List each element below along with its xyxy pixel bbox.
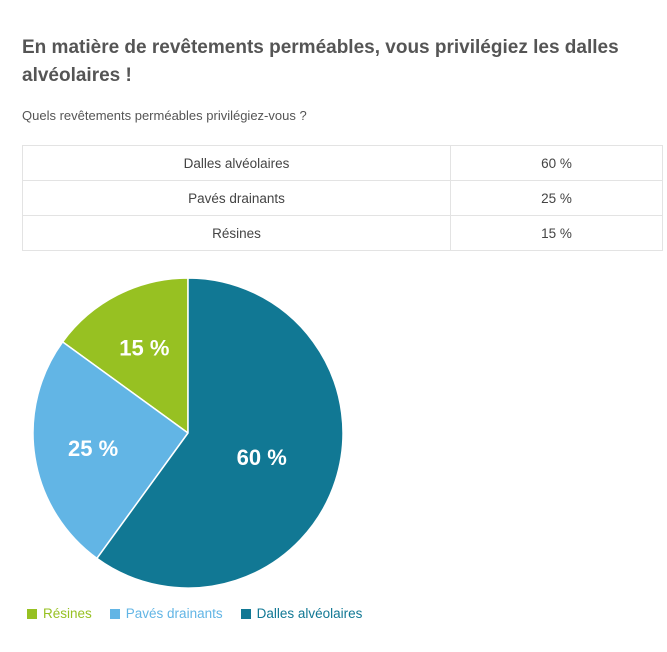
- page-title: En matière de revêtements perméables, vo…: [22, 37, 619, 86]
- legend-swatch: [109, 608, 120, 619]
- legend-item[interactable]: Résines: [27, 606, 92, 621]
- legend-item[interactable]: Dalles alvéolaires: [240, 606, 363, 621]
- legend-label: Dalles alvéolaires: [256, 606, 363, 621]
- legend-item[interactable]: Pavés drainants: [109, 606, 223, 621]
- row-label: Pavés drainants: [22, 180, 451, 216]
- pie-data-label: 60 %: [237, 445, 287, 470]
- legend-label: Résines: [43, 606, 92, 621]
- pie-data-label: 25 %: [68, 436, 118, 461]
- question-text: Quels revêtements perméables privilégiez…: [22, 108, 307, 123]
- row-label: Dalles alvéolaires: [22, 145, 451, 181]
- legend-swatch: [240, 608, 251, 619]
- pie-slice-1: [61, 277, 189, 435]
- table-row: Dalles alvéolaires 60 %: [22, 145, 663, 181]
- row-label: Résines: [22, 215, 451, 251]
- legend-swatch: [27, 608, 37, 619]
- row-value: 15 %: [450, 215, 663, 251]
- pie-slice-3: [95, 277, 344, 589]
- pie-data-label: 15 %: [119, 335, 169, 360]
- pie-chart: 15 % 25 % 60 %: [32, 277, 344, 589]
- legend-label: Pavés drainants: [125, 606, 223, 621]
- pie-slice-2: [32, 340, 190, 560]
- results-table: Dalles alvéolaires 60 % Pavés drainants …: [22, 145, 663, 251]
- row-value: 25 %: [450, 180, 663, 216]
- chart-legend: Résines Pavés drainants Dalles alvéolaires: [27, 606, 380, 621]
- table-row: Résines 15 %: [22, 215, 663, 251]
- row-value: 60 %: [450, 145, 663, 181]
- table-row: Pavés drainants 25 %: [22, 180, 663, 216]
